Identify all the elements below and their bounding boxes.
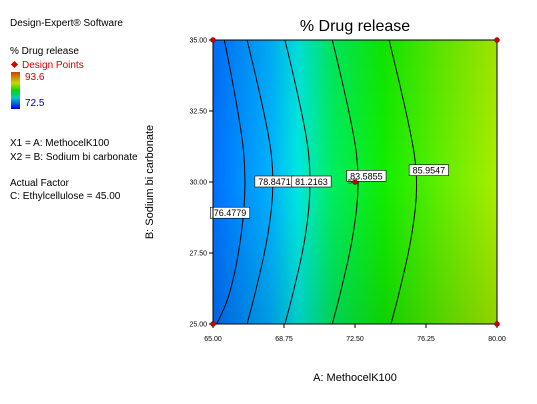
- y-tick-label-1: 25.00: [189, 322, 207, 329]
- design-points-legend: Design Points: [10, 60, 84, 71]
- factor-x2: X2 = B: Sodium bi carbonate: [10, 152, 138, 163]
- contour-label-1: 76.4779: [214, 208, 247, 218]
- design-points-label: Design Points: [22, 60, 84, 71]
- contour-label-box-1: [210, 206, 251, 219]
- contour-line-3: [284, 39, 311, 325]
- contour-label-box-5: [408, 164, 449, 176]
- y-tick-label-4: 32.50: [189, 109, 207, 116]
- contour-label-5: 85.9547: [413, 166, 446, 176]
- actual-factor-value: C: Ethylcellulose = 45.00: [10, 191, 121, 202]
- x-tick-label-2: 68.75: [275, 336, 293, 343]
- y-tick-label-5: 35.00: [189, 38, 207, 45]
- x-tick-label-5: 80.00: [488, 336, 506, 343]
- y-tick-label-2: 27.50: [189, 251, 207, 258]
- factor-x1: X1 = A: MethocelK100: [10, 138, 110, 149]
- design-point-3: [352, 179, 358, 185]
- software-name: Design-Expert® Software: [10, 18, 123, 29]
- scale-max-value: 93.6: [25, 72, 45, 83]
- contour-line-2: [246, 39, 274, 325]
- x-tick-label-4: 76.25: [417, 336, 435, 343]
- design-point-1: [210, 37, 216, 43]
- contour-label-4: 83.5855: [350, 171, 383, 181]
- response-name: % Drug release: [10, 46, 79, 57]
- x-tick-label-3: 72.50: [346, 336, 364, 343]
- y-tick-label-3: 30.00: [189, 180, 207, 187]
- scale-min-value: 72.5: [25, 98, 45, 109]
- center-replicate-count: 5: [348, 179, 352, 186]
- plot-area: 76.4779 78.8471 81.2163 83.5855 85.9547 65.00…: [189, 37, 506, 343]
- x-tick-label-1: 65.00: [204, 336, 222, 343]
- contour-label-box-4: [346, 170, 387, 182]
- chart-title: % Drug release: [299, 18, 411, 35]
- contour-label-3: 81.2163: [295, 177, 328, 187]
- contour-label-box-3: [291, 175, 332, 188]
- color-scale-bar: [11, 72, 20, 109]
- design-point-4: [210, 321, 216, 327]
- contour-line-4: [331, 39, 359, 325]
- contour-line-5: [388, 39, 418, 325]
- design-point-5: [494, 321, 500, 327]
- contour-label-2: 78.8471: [258, 177, 291, 187]
- design-point-2: [494, 37, 500, 43]
- actual-factor-title: Actual Factor: [10, 178, 69, 189]
- x-axis-label: A: MethocelK100: [313, 372, 397, 384]
